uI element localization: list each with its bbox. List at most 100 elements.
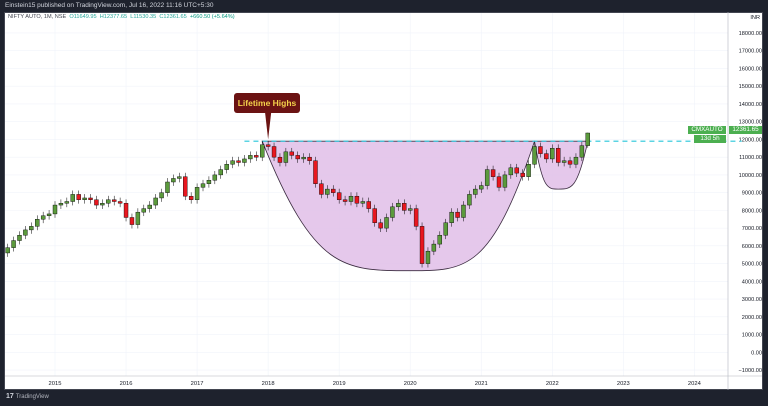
candle — [567, 160, 573, 165]
candle — [218, 169, 223, 176]
candle — [331, 188, 336, 193]
candle — [52, 204, 58, 215]
candle — [425, 250, 431, 264]
lifetime-highs-callout[interactable]: Lifetime Highs — [234, 93, 300, 113]
candle — [88, 197, 93, 200]
candle — [325, 188, 330, 195]
y-tick-label: 7000.00 — [742, 226, 762, 232]
y-tick-label: 13000.00 — [739, 120, 762, 126]
candle — [117, 201, 123, 204]
ohlc-close: C12361.65 — [159, 14, 187, 20]
candle — [200, 183, 206, 188]
y-tick-label: 6000.00 — [742, 244, 762, 250]
candle — [123, 203, 129, 218]
candle — [171, 178, 176, 183]
candle — [348, 195, 354, 202]
y-tick-label: 1000.00 — [742, 333, 762, 339]
x-tick-label: 2021 — [475, 381, 488, 387]
candle — [188, 195, 194, 200]
candle — [532, 146, 537, 165]
candle — [82, 197, 87, 200]
candle — [372, 208, 377, 223]
candle — [165, 181, 170, 193]
ohlc-low: L11530.35 — [130, 14, 157, 20]
x-tick-label: 2024 — [688, 381, 702, 387]
candle — [40, 215, 46, 220]
y-tick-label: 15000.00 — [739, 84, 762, 90]
x-tick-label: 2016 — [120, 381, 133, 387]
ohlc-high: H12377.65 — [99, 14, 128, 20]
candle — [508, 167, 514, 176]
candle — [455, 211, 460, 218]
candle — [313, 160, 318, 184]
candle — [277, 156, 283, 163]
candle — [336, 192, 342, 200]
logo-mark: 17 — [6, 393, 14, 400]
y-tick-label: −1000.00 — [739, 368, 763, 374]
candle — [437, 235, 442, 245]
candle — [248, 155, 253, 160]
candle — [573, 156, 579, 165]
candle — [58, 203, 64, 206]
x-tick-label: 2019 — [333, 381, 346, 387]
candle — [360, 201, 366, 204]
candle — [29, 226, 34, 231]
candle — [64, 201, 70, 204]
candle — [265, 144, 271, 147]
candle — [76, 194, 81, 200]
x-tick-label: 2015 — [49, 381, 62, 387]
candle — [111, 199, 117, 202]
candle — [496, 176, 502, 188]
candle — [484, 169, 490, 186]
candle — [129, 217, 135, 225]
candle — [212, 174, 218, 181]
candle — [183, 176, 188, 197]
candle — [236, 160, 241, 163]
candle — [514, 167, 519, 174]
x-tick-label: 2020 — [404, 381, 417, 387]
candle — [153, 197, 158, 206]
candle — [585, 132, 590, 146]
candle — [301, 156, 306, 160]
candle — [473, 188, 478, 195]
candle — [295, 155, 300, 160]
y-tick-label: 3000.00 — [742, 297, 762, 303]
candle — [141, 208, 147, 213]
candle — [147, 204, 152, 209]
candle — [94, 199, 99, 206]
candle — [5, 247, 10, 254]
candle — [319, 183, 324, 195]
candle — [260, 144, 265, 158]
candle — [502, 174, 508, 188]
ohlc-open: O11649.95 — [69, 14, 97, 20]
candle — [242, 158, 247, 163]
candle — [366, 201, 371, 209]
candle — [490, 169, 496, 177]
candle — [283, 151, 289, 163]
candle — [206, 180, 212, 184]
candle — [467, 194, 472, 206]
cup-pattern-2 — [534, 140, 589, 190]
y-tick-label: 0.00 — [751, 350, 762, 356]
candle — [396, 203, 401, 208]
last-price: 12361.65 — [729, 125, 762, 134]
candle — [11, 240, 16, 248]
y-tick-label: 11000.00 — [739, 155, 762, 161]
candle — [35, 219, 40, 227]
candle — [390, 206, 395, 218]
y-tick-label: 9000.00 — [742, 191, 762, 197]
x-tick-label: 2022 — [546, 381, 559, 387]
symbol-name: NIFTY AUTO, 1M, NSE — [8, 14, 67, 20]
currency-label: INR — [750, 15, 760, 21]
y-tick-label: 14000.00 — [739, 102, 762, 108]
candle — [342, 199, 348, 202]
candle — [520, 172, 525, 177]
tradingview-logo: 17 TradingView — [6, 393, 49, 400]
y-tick-label: 8000.00 — [742, 208, 762, 214]
candle — [106, 199, 111, 204]
y-tick-label: 16000.00 — [739, 66, 762, 72]
symbol-info: NIFTY AUTO, 1M, NSE O11649.95 H12377.65 … — [8, 14, 235, 20]
candle — [135, 211, 141, 225]
publish-info: Einstein15 published on TradingView.com,… — [5, 2, 214, 9]
